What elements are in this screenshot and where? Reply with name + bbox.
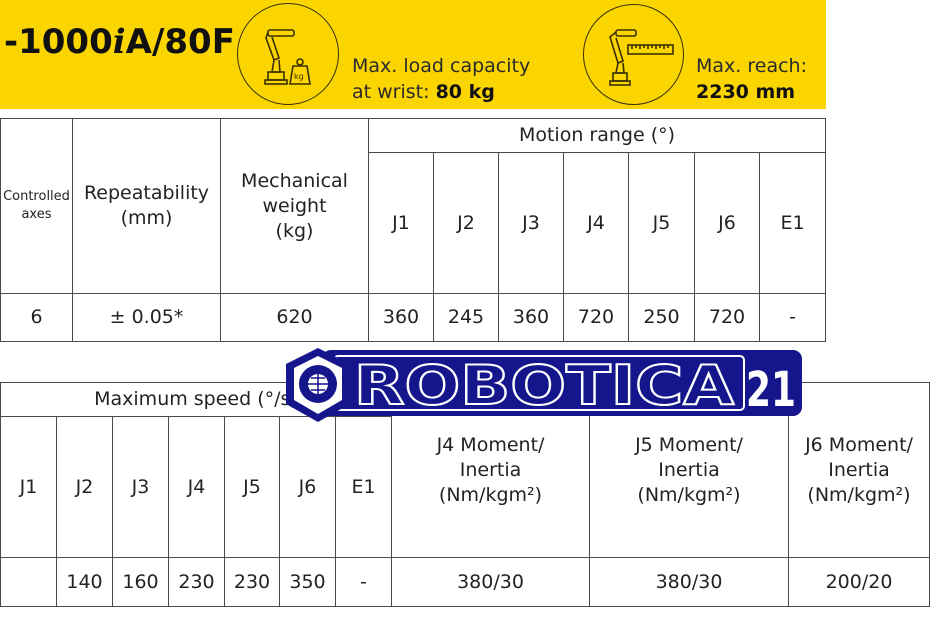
model-title: -1000iA/80F bbox=[4, 22, 235, 62]
header-joint: J3 bbox=[498, 152, 564, 294]
header-joint: J6 bbox=[279, 416, 336, 558]
value-j6-moment: 200/20 bbox=[788, 557, 930, 607]
value-speed: 140 bbox=[56, 557, 113, 607]
header-motion-range: Motion range (°) bbox=[368, 118, 826, 153]
header-joint: J2 bbox=[56, 416, 113, 558]
header-j4-moment: J4 Moment/ Inertia (Nm/kgm²) bbox=[391, 382, 590, 558]
header-banner: -1000iA/80F kg Max. load capacity at wri… bbox=[0, 0, 826, 109]
value-speed: 160 bbox=[112, 557, 169, 607]
header-joint: J5 bbox=[628, 152, 695, 294]
header-joint: J4 bbox=[168, 416, 225, 558]
max-reach-spec: Max. reach: 2230 mm bbox=[696, 55, 807, 103]
value-speed bbox=[0, 557, 57, 607]
header-joint: J1 bbox=[0, 416, 57, 558]
value-speed: 230 bbox=[168, 557, 225, 607]
value-motion: 720 bbox=[563, 293, 629, 342]
value-speed: 230 bbox=[224, 557, 280, 607]
svg-text:kg: kg bbox=[294, 72, 304, 81]
value-weight: 620 bbox=[220, 293, 369, 342]
value-motion: 245 bbox=[433, 293, 499, 342]
header-joint: J2 bbox=[433, 152, 499, 294]
value-motion: 360 bbox=[368, 293, 434, 342]
watermark-text: ROBOTICA bbox=[354, 354, 734, 417]
value-j5-moment: 380/30 bbox=[589, 557, 789, 607]
header-joint: J4 bbox=[563, 152, 629, 294]
robot-arm-with-ruler-icon bbox=[583, 4, 684, 105]
value-repeatability: ± 0.05* bbox=[72, 293, 221, 342]
header-joint: J3 bbox=[112, 416, 169, 558]
value-motion: 360 bbox=[498, 293, 564, 342]
robotica21-watermark-logo: ROBOTICA 21 bbox=[282, 346, 806, 430]
header-joint: E1 bbox=[759, 152, 826, 294]
watermark-number: 21 bbox=[746, 362, 796, 418]
header-joint: E1 bbox=[335, 416, 392, 558]
header-joint: J6 bbox=[694, 152, 760, 294]
header-controlled-axes: Controlled axes bbox=[0, 118, 73, 294]
value-motion: 250 bbox=[628, 293, 695, 342]
header-joint: J1 bbox=[368, 152, 434, 294]
value-motion: - bbox=[759, 293, 826, 342]
value-j4-moment: 380/30 bbox=[391, 557, 590, 607]
header-j6-moment: J6 Moment/ Inertia (Nm/kgm²) bbox=[788, 382, 930, 558]
value-speed: - bbox=[335, 557, 392, 607]
value-motion: 720 bbox=[694, 293, 760, 342]
header-weight: Mechanical weight (kg) bbox=[220, 118, 369, 294]
header-max-speed: Maximum speed (°/s) bbox=[0, 382, 392, 417]
value-controlled-axes: 6 bbox=[0, 293, 73, 342]
value-speed: 350 bbox=[279, 557, 336, 607]
header-joint: J5 bbox=[224, 416, 280, 558]
robot-arm-with-kg-weight-icon: kg bbox=[237, 3, 339, 105]
header-repeatability: Repeatability (mm) bbox=[72, 118, 221, 294]
load-capacity-spec: Max. load capacity at wrist: 80 kg bbox=[352, 55, 531, 103]
